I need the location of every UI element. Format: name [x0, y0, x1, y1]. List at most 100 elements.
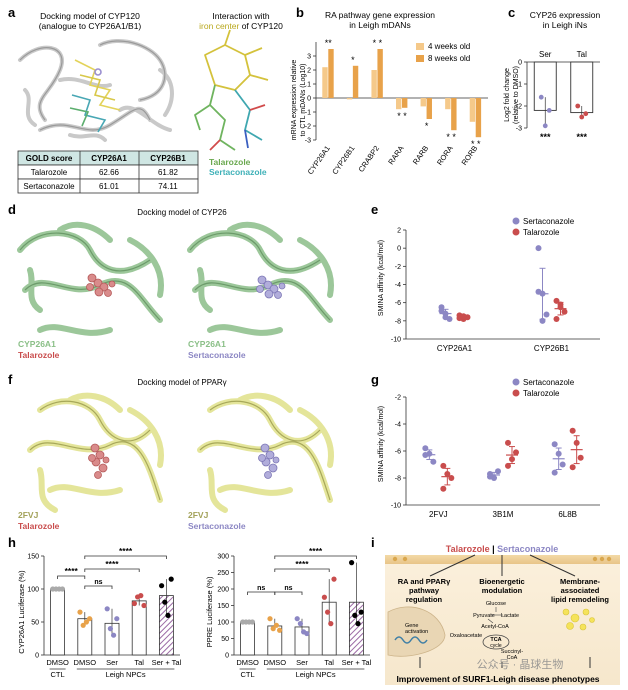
- bar: [451, 98, 457, 131]
- x-tick-label: CRABP2: [356, 144, 381, 174]
- metab-coa: CoA: [507, 655, 518, 661]
- metab-cycle: cycle: [490, 643, 502, 649]
- data-point: [575, 103, 581, 109]
- chart-h-right: 0 50 100 150 200 250 300 DMSO DMSO Ser Tal Ser + Ta…: [217, 546, 371, 679]
- data-point: [131, 600, 137, 607]
- x-category-label: CYP26B1: [534, 344, 570, 353]
- bar: [570, 61, 594, 114]
- data-point: [107, 626, 113, 632]
- significance-star: **: [325, 38, 333, 48]
- y-tick-label: -10: [391, 503, 401, 510]
- data-point: [460, 313, 467, 320]
- table-cell: 62.66: [99, 168, 120, 177]
- data-point: [159, 583, 165, 589]
- gold-score-table: GOLD score CYP26A1 CYP26B1 Talarozole 62…: [17, 150, 199, 194]
- metab-pyruvate: Pyruvate: [473, 613, 495, 619]
- data-point: [440, 462, 447, 469]
- significance-label: ****: [295, 559, 309, 569]
- data-point: [553, 316, 560, 323]
- data-point: [448, 475, 455, 481]
- chart-g: -10 -8 -6 -4 -2 2FVJ 3B1M 6L8B: [391, 395, 600, 519]
- data-point: [162, 599, 168, 605]
- panel-f: f Docking model of PPARγ 2FVJ Talarozole: [8, 372, 334, 531]
- data-point: [561, 308, 568, 315]
- metab-lactate: Lactate: [501, 613, 519, 619]
- data-point: [557, 304, 564, 311]
- data-point: [349, 560, 355, 566]
- y-tick-label: 0: [397, 246, 401, 253]
- box3-line2: associated: [561, 586, 600, 595]
- box1-line3: regulation: [406, 595, 443, 604]
- y-tick-label: -10: [391, 337, 401, 344]
- x-category-label: CYP26A1: [437, 344, 473, 353]
- panel-letter-d: d: [8, 202, 16, 217]
- data-point: [543, 311, 550, 318]
- table-cell: Sertaconazole: [23, 182, 75, 191]
- data-point: [569, 427, 576, 434]
- data-point: [138, 593, 144, 599]
- data-point: [444, 470, 451, 477]
- metab-glucose: Glucose: [486, 601, 506, 607]
- legend-talarozole-g: Talarozole: [523, 389, 560, 398]
- significance-star: * *: [446, 132, 456, 142]
- bar: [402, 98, 408, 108]
- drug-arrows: [429, 554, 576, 577]
- panel-g: g SMINA affinity (kcal/mol) Sertaconazol…: [371, 372, 600, 519]
- data-point: [59, 586, 65, 592]
- table-header-2: CYP26B1: [150, 154, 186, 163]
- group-label-leigh: Leigh NPCs: [296, 670, 336, 679]
- metab-acetyl-coa: Acetyl-CoA: [481, 624, 509, 630]
- x-category-label: DMSO: [236, 658, 259, 667]
- x-category-label: Ser + Tal: [342, 658, 372, 667]
- panel-letter-e: e: [371, 202, 378, 217]
- x-category-label: Tal: [134, 658, 144, 667]
- table-header-0: GOLD score: [26, 154, 73, 163]
- x-category-label: 3B1M: [493, 510, 514, 519]
- label-2fvj-left: 2FVJ: [18, 510, 39, 520]
- box2-line2: modulation: [482, 586, 523, 595]
- y-tick-label: -4: [395, 282, 401, 289]
- x-tick-label: RARB: [411, 144, 430, 166]
- talarozole-ligand-cyp26: [86, 273, 116, 297]
- bar: [469, 98, 476, 122]
- panel-letter-i: i: [371, 535, 375, 550]
- iron-center-ligands: [194, 29, 269, 151]
- panel-h-left-ylabel: CYP26A1 Luciferase (%): [17, 570, 26, 654]
- data-point: [442, 314, 449, 321]
- significance-bracket: [274, 591, 303, 595]
- data-point: [249, 619, 255, 625]
- data-point: [358, 609, 364, 615]
- y-tick-label: -8: [395, 476, 401, 483]
- data-point: [325, 609, 331, 615]
- data-point: [438, 307, 445, 314]
- y-tick-label: -2: [516, 104, 522, 111]
- legend-swatch-8wk: [416, 55, 424, 62]
- data-point: [569, 464, 576, 471]
- bar: [352, 65, 359, 98]
- metab-arrows: [487, 607, 503, 624]
- legend-dot-talarozole-e: [512, 228, 520, 236]
- bar: [426, 98, 432, 119]
- bar: [396, 98, 402, 110]
- data-point: [273, 622, 279, 628]
- label-2fvj-right: 2FVJ: [188, 510, 209, 520]
- legend-4-weeks: 4 weeks old: [428, 42, 470, 51]
- panel-letter-c: c: [508, 5, 515, 20]
- data-point: [440, 485, 447, 492]
- data-point: [505, 462, 511, 469]
- x-tick-label: RARA: [386, 144, 405, 166]
- data-point: [553, 297, 560, 304]
- panel-d: d Docking model of CYP26 CYP26A1 Talaroz…: [8, 202, 334, 360]
- y-tick-label: -3: [305, 138, 311, 145]
- x-category-label: Ser: [296, 658, 308, 667]
- significance-label: ns: [284, 585, 292, 592]
- talarozole-ligand-ppar: [88, 443, 110, 479]
- panel-letter-a: a: [8, 5, 16, 20]
- bar: [240, 621, 256, 656]
- x-tick-label: CYP26B1: [330, 144, 356, 176]
- data-point: [577, 454, 584, 461]
- box1-line2: pathway: [409, 586, 440, 595]
- y-tick-label: 0: [35, 653, 39, 660]
- data-point: [551, 469, 558, 476]
